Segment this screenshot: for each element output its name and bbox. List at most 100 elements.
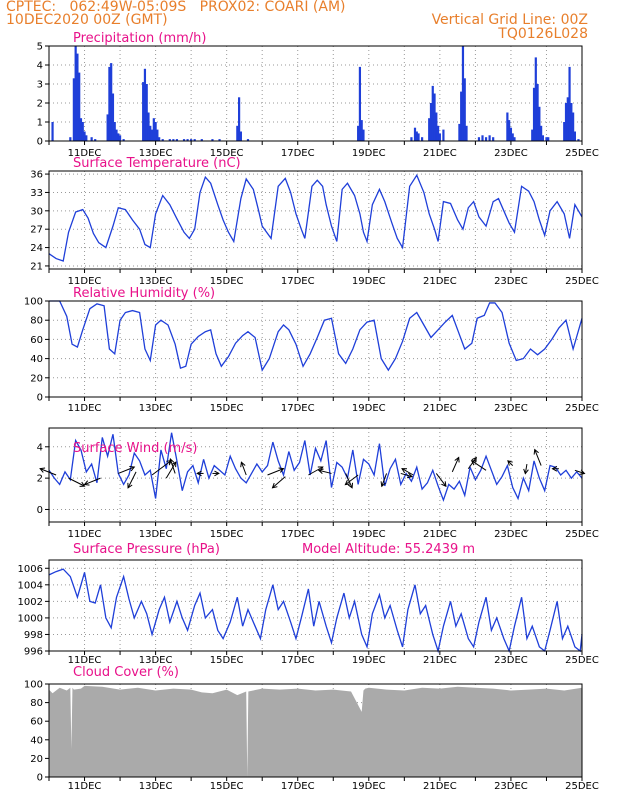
pres-xtick-label: 23DEC	[494, 655, 528, 666]
wind-arrow-shaft	[435, 473, 447, 487]
wind-arrow-head	[214, 470, 220, 477]
temp-ytick-label: 36	[30, 170, 43, 181]
wind-xtick-label: 13DEC	[139, 529, 173, 540]
wind-arrow-shaft	[318, 469, 332, 474]
temp-xtick-label: 13DEC	[139, 276, 173, 287]
pres-ytick-label: 1004	[18, 580, 43, 591]
precip-ytick-label: 5	[37, 42, 43, 53]
precip-ytick-label: 4	[37, 61, 43, 72]
wind-xtick-label: 23DEC	[494, 529, 528, 540]
cloud-xtick-label: 13DEC	[139, 781, 173, 792]
precip-bar	[564, 103, 568, 141]
pres-series-line	[48, 568, 583, 654]
precip-bar	[152, 118, 155, 141]
precip-bar	[74, 46, 77, 141]
precip-bar	[421, 137, 424, 141]
precip-title: Precipitation (mm/h)	[73, 31, 206, 46]
cloud-ytick-label: 0	[37, 773, 43, 784]
wind-arrow-head	[523, 468, 529, 475]
precip-bar	[540, 125, 543, 141]
precip-bar	[442, 129, 445, 141]
wind-arrow-head	[129, 465, 136, 472]
wind-arrow-head	[347, 482, 354, 489]
precip-bar	[236, 125, 239, 141]
wind-xtick-label: 25DEC	[565, 529, 599, 540]
precip-ytick-label: 1	[37, 118, 43, 129]
precip-bar	[506, 112, 509, 141]
precip-bar	[545, 137, 548, 141]
wind-arrow-shaft	[169, 458, 176, 474]
wind-arrow-shaft	[84, 477, 101, 485]
rh-xtick-label: 13DEC	[139, 403, 173, 414]
precip-bar	[122, 139, 125, 141]
precip-bar	[488, 135, 491, 141]
wind-ytick-label: 2	[37, 474, 43, 485]
precip-bar	[238, 97, 241, 141]
cloud-xtick-label: 17DEC	[281, 781, 315, 792]
wind-arrow-shaft	[381, 473, 388, 487]
precip-bar	[190, 139, 193, 141]
precip-bar	[435, 112, 438, 141]
precip-bar	[156, 129, 159, 141]
precip-bar	[118, 135, 122, 141]
temp-frame	[48, 170, 583, 270]
temp-xtick-label: 15DEC	[210, 276, 244, 287]
wind-arrow-shaft	[467, 457, 477, 470]
precip-bar	[218, 139, 221, 141]
temp-ytick-label: 21	[30, 261, 43, 272]
precip-bar	[413, 127, 417, 141]
pres-xtick-label: 17DEC	[281, 655, 315, 666]
precip-bar	[568, 66, 571, 141]
wind-arrow-head	[196, 470, 202, 477]
precip-bar	[509, 127, 513, 141]
rh-ytick-label: 60	[30, 335, 43, 346]
precip-xtick-label: 23DEC	[494, 148, 528, 159]
cloud-xtick-label: 21DEC	[423, 781, 457, 792]
wind-arrow-head	[551, 465, 558, 472]
wind-arrow-shaft	[451, 457, 460, 473]
pres-xtick-label: 15DEC	[210, 655, 244, 666]
temp-title: Surface Temperature (nC)	[73, 156, 241, 171]
precip-bar	[492, 137, 495, 141]
precip-bar	[69, 137, 72, 141]
precip-ytick-label: 2	[37, 99, 43, 110]
precip-bar	[113, 122, 116, 141]
precip-bar	[182, 139, 186, 141]
pres-xtick-label: 21DEC	[423, 655, 457, 666]
pres-title: Surface Pressure (hPa)	[73, 542, 220, 557]
precip-bar	[154, 122, 157, 141]
precip-bar	[536, 84, 539, 141]
pres-ytick-label: 1006	[18, 564, 43, 575]
precip-bar	[193, 139, 196, 141]
temp-xtick-label: 23DEC	[494, 276, 528, 287]
temp-xtick-label: 11DEC	[68, 276, 102, 287]
precip-bar	[538, 106, 541, 141]
precip-bar	[431, 85, 434, 141]
precip-bar	[436, 125, 440, 141]
rh-xtick-label: 11DEC	[68, 403, 102, 414]
temp-xtick-label: 17DEC	[281, 276, 315, 287]
cloud-xtick-label: 25DEC	[565, 781, 599, 792]
rh-xtick-label: 19DEC	[352, 403, 386, 414]
precip-bar	[410, 137, 413, 141]
precip-bar	[149, 125, 152, 141]
wind-xtick-label: 15DEC	[210, 529, 244, 540]
cloud-xtick-label: 15DEC	[210, 781, 244, 792]
pres-xtick-label: 25DEC	[565, 655, 599, 666]
wind-series-line	[48, 432, 583, 502]
cloud-ytick-label: 20	[30, 754, 43, 765]
wind-arrow-shaft	[574, 469, 585, 474]
precip-bar	[111, 93, 115, 141]
rh-title: Relative Humidity (%)	[73, 286, 215, 301]
precip-bar	[115, 129, 118, 141]
cloud-xtick-label: 11DEC	[68, 781, 102, 792]
precip-bar	[362, 129, 365, 141]
precip-bar	[358, 66, 362, 141]
wind-arrow-head	[533, 448, 539, 455]
wind-arrow-head	[171, 461, 177, 468]
precip-bar	[246, 139, 250, 141]
wind-arrow-head	[507, 460, 513, 466]
pres-xtick-label: 19DEC	[352, 655, 386, 666]
precip-bar	[211, 139, 214, 141]
